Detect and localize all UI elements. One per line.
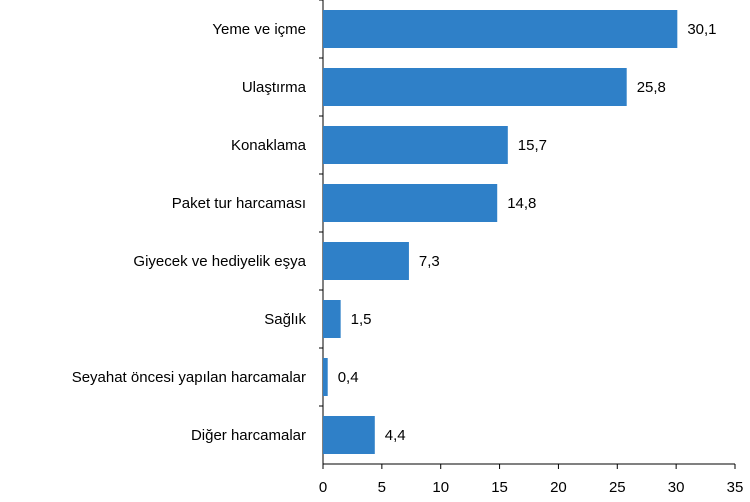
value-label: 1,5	[351, 311, 372, 328]
x-tick-label: 5	[378, 479, 386, 496]
value-label: 0,4	[338, 369, 359, 386]
bar	[323, 242, 409, 280]
category-label: Seyahat öncesi yapılan harcamalar	[72, 369, 306, 386]
value-label: 30,1	[687, 21, 716, 38]
value-label: 15,7	[518, 137, 547, 154]
bar	[323, 358, 328, 396]
category-label: Yeme ve içme	[212, 21, 306, 38]
category-label: Sağlık	[264, 311, 306, 328]
x-tick-label: 10	[432, 479, 449, 496]
bar	[323, 10, 678, 48]
x-tick-label: 25	[609, 479, 626, 496]
bar	[323, 416, 375, 454]
x-tick-label: 0	[319, 479, 327, 496]
category-label: Giyecek ve hediyelik eşya	[133, 253, 306, 270]
x-tick-label: 15	[491, 479, 508, 496]
category-label: Paket tur harcaması	[172, 195, 306, 212]
category-label: Konaklama	[231, 137, 307, 154]
bar	[323, 126, 508, 164]
value-label: 7,3	[419, 253, 440, 270]
category-label: Ulaştırma	[242, 79, 307, 96]
x-tick-label: 20	[550, 479, 567, 496]
x-tick-label: 35	[727, 479, 744, 496]
value-label: 4,4	[385, 427, 406, 444]
bar	[323, 300, 341, 338]
value-label: 14,8	[507, 195, 536, 212]
bar	[323, 68, 627, 106]
x-tick-label: 30	[668, 479, 685, 496]
bar	[323, 184, 498, 222]
category-label: Diğer harcamalar	[191, 427, 306, 444]
value-label: 25,8	[637, 79, 666, 96]
